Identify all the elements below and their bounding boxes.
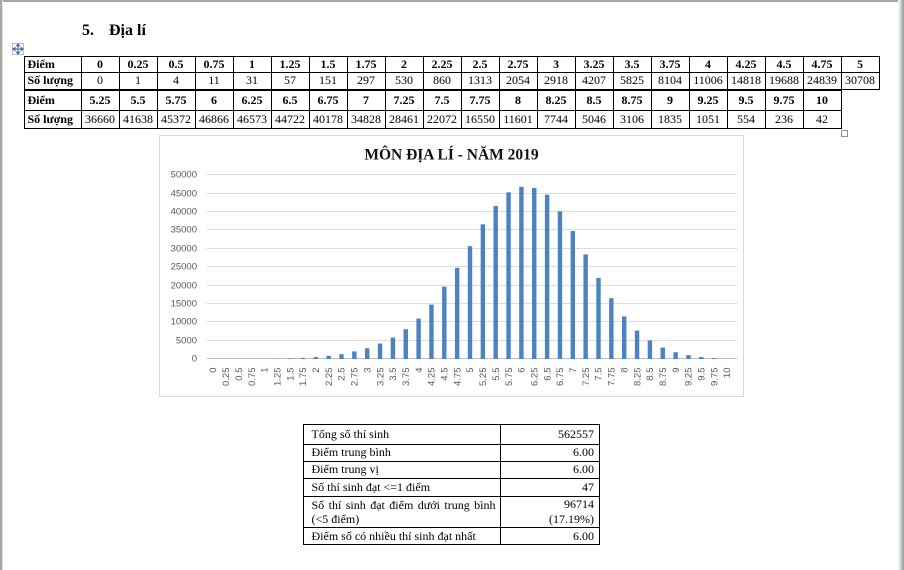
svg-text:5: 5: [465, 367, 476, 372]
svg-text:50000: 50000: [171, 169, 197, 180]
svg-text:6.5: 6.5: [542, 367, 553, 380]
svg-text:10000: 10000: [171, 316, 197, 327]
svg-text:8: 8: [619, 367, 630, 372]
svg-text:15000: 15000: [171, 298, 197, 309]
svg-text:0: 0: [208, 367, 219, 372]
svg-text:5.25: 5.25: [478, 367, 489, 386]
svg-text:1.75: 1.75: [298, 367, 309, 386]
svg-text:7: 7: [568, 367, 579, 372]
svg-text:5.5: 5.5: [491, 367, 502, 380]
svg-text:9: 9: [671, 367, 682, 372]
svg-text:3.5: 3.5: [388, 367, 399, 380]
svg-text:5.75: 5.75: [504, 367, 515, 386]
svg-text:9.5: 9.5: [697, 367, 708, 380]
svg-text:6: 6: [517, 367, 528, 372]
svg-text:1.5: 1.5: [285, 367, 296, 380]
svg-text:5000: 5000: [176, 335, 197, 346]
svg-text:2.25: 2.25: [324, 367, 335, 386]
svg-text:7.5: 7.5: [594, 367, 605, 380]
svg-text:3.75: 3.75: [401, 367, 412, 386]
svg-text:25000: 25000: [171, 261, 197, 272]
svg-text:3: 3: [362, 367, 373, 372]
svg-text:3.25: 3.25: [375, 367, 386, 386]
svg-text:6.25: 6.25: [529, 367, 540, 386]
svg-text:0: 0: [192, 353, 197, 364]
svg-text:1.25: 1.25: [272, 367, 283, 386]
svg-text:9.75: 9.75: [709, 367, 720, 386]
svg-text:2.5: 2.5: [337, 367, 348, 380]
svg-text:0.25: 0.25: [221, 367, 232, 386]
svg-text:4.5: 4.5: [440, 367, 451, 380]
svg-text:7.25: 7.25: [581, 367, 592, 386]
svg-text:4.75: 4.75: [452, 367, 463, 386]
svg-text:10: 10: [722, 367, 733, 378]
svg-text:8.5: 8.5: [645, 367, 656, 380]
svg-text:35000: 35000: [171, 224, 197, 235]
svg-text:1: 1: [260, 367, 271, 372]
svg-text:9.25: 9.25: [684, 367, 695, 386]
svg-text:4: 4: [414, 367, 425, 372]
svg-text:8.75: 8.75: [658, 367, 669, 386]
svg-text:8.25: 8.25: [632, 367, 643, 386]
svg-text:2.75: 2.75: [350, 367, 361, 386]
svg-text:4.25: 4.25: [427, 367, 438, 386]
svg-text:30000: 30000: [171, 243, 197, 254]
svg-text:MÔN ĐỊA LÍ - NĂM 2019: MÔN ĐỊA LÍ - NĂM 2019: [364, 146, 539, 163]
svg-text:0.75: 0.75: [247, 367, 258, 386]
svg-text:7.75: 7.75: [607, 367, 618, 386]
svg-text:45000: 45000: [171, 188, 197, 199]
svg-text:6.75: 6.75: [555, 367, 566, 386]
svg-text:0.5: 0.5: [234, 367, 245, 380]
svg-text:20000: 20000: [171, 280, 197, 291]
svg-text:2: 2: [311, 367, 322, 372]
svg-text:40000: 40000: [171, 206, 197, 217]
